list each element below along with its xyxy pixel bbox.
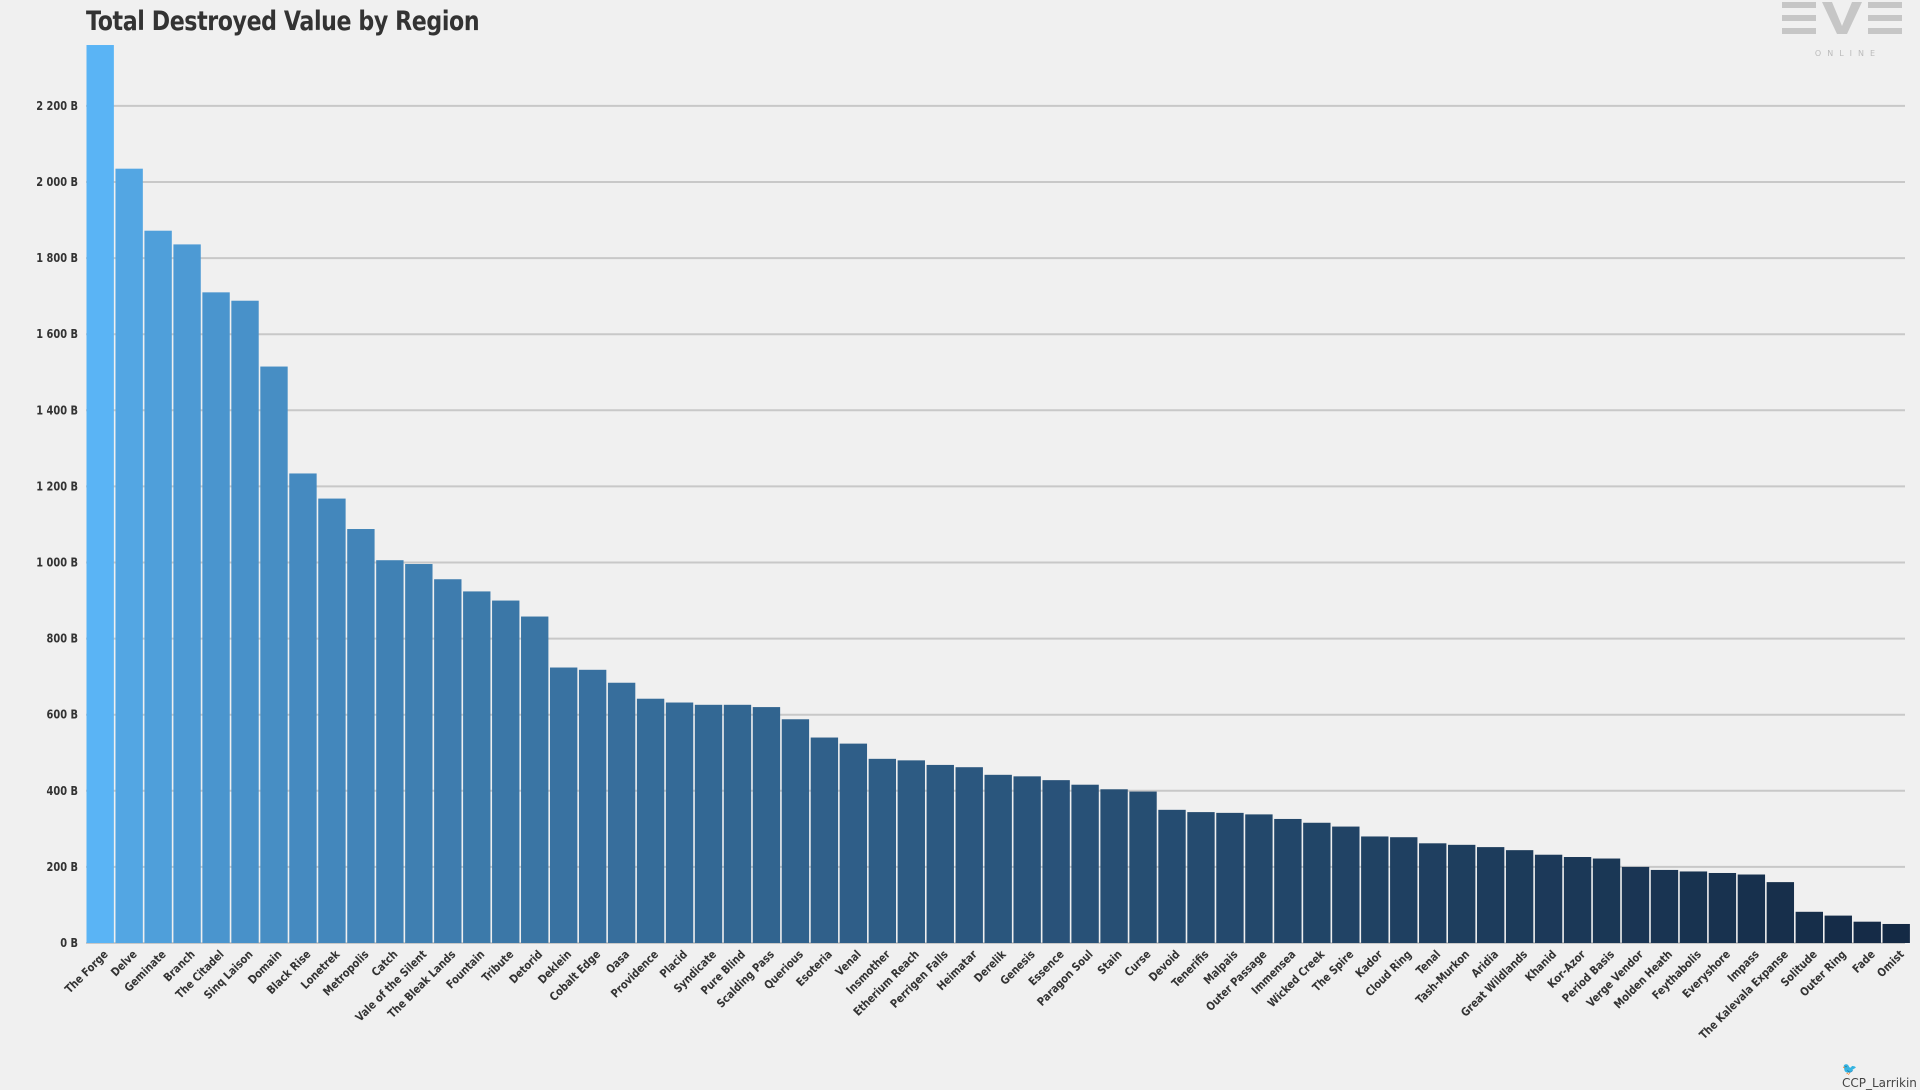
bar-khanid — [1534, 854, 1563, 943]
bar-omist — [1882, 923, 1910, 943]
y-tick-label: 400 B — [47, 784, 78, 798]
y-tick-label: 0 B — [60, 936, 78, 950]
bar-kor-azor — [1563, 857, 1592, 943]
y-tick-label: 1 400 B — [36, 403, 78, 417]
y-tick-label: 800 B — [47, 632, 78, 646]
bar-the-bleak-lands — [434, 579, 462, 943]
bar-sinq-laison — [231, 300, 259, 943]
bar-the-spire — [1332, 826, 1360, 943]
bar-tenal — [1419, 843, 1447, 943]
bar-the-kalevala-expanse — [1766, 882, 1795, 943]
bar-placid — [665, 702, 694, 943]
bar-lonetrek — [318, 498, 346, 943]
y-axis-ticks: 0 B 200 B 400 B 600 B 800 B 1 000 B 1 200 B 1 4… — [36, 99, 78, 950]
y-tick-label: 1 200 B — [36, 479, 78, 493]
bar-detorid — [521, 616, 549, 943]
bar-domain — [260, 366, 288, 944]
bar-heimatar — [955, 767, 983, 943]
bar-verge-vendor — [1621, 866, 1650, 943]
bar-wicked-creek — [1303, 822, 1331, 943]
bar-branch — [173, 244, 201, 944]
bar-vale-of-the-silent — [405, 564, 433, 943]
bar-catch — [376, 560, 404, 943]
bar-venal — [839, 743, 868, 943]
bar-curse — [1129, 791, 1157, 943]
x-tick-label: The Forge — [62, 947, 111, 996]
credit-handle: CCP_Larrikin — [1842, 1076, 1917, 1090]
chart-title: Total Destroyed Value by Region — [86, 6, 480, 37]
bar-delve — [115, 168, 143, 943]
bar-cobalt-edge — [578, 669, 607, 943]
bar-etherium-reach — [897, 760, 925, 943]
x-tick-label: Fade — [1849, 947, 1877, 975]
bar-immensea — [1274, 818, 1302, 943]
bar-tash-murkon — [1448, 844, 1476, 943]
svg-text:ONLINE: ONLINE — [1815, 49, 1881, 58]
bar-aridia — [1476, 847, 1505, 943]
bar-paragon-soul — [1071, 784, 1099, 943]
y-tick-label: 1 600 B — [36, 327, 78, 341]
y-tick-label: 1 800 B — [36, 251, 78, 265]
bar-esoteria — [810, 737, 839, 943]
bar-everyshore — [1708, 872, 1737, 943]
bar-malpais — [1216, 812, 1244, 943]
bar-tribute — [492, 600, 520, 943]
bar-kador — [1361, 836, 1389, 943]
bar-impass — [1737, 874, 1766, 943]
eve-online-logo: ONLINE — [1780, 0, 1920, 60]
y-tick-label: 1 000 B — [36, 556, 78, 570]
bar-period-basis — [1592, 858, 1621, 943]
x-tick-label: Omist — [1874, 947, 1907, 980]
bar-deklein — [549, 667, 578, 943]
bar-scalding-pass — [752, 707, 781, 943]
bar-perrigen-falls — [926, 764, 954, 943]
bar-devoid — [1158, 809, 1186, 943]
bar-the-forge — [86, 45, 114, 943]
bar-stain — [1100, 789, 1128, 943]
bar-genesis — [1013, 776, 1041, 943]
bar-the-citadel — [202, 292, 230, 944]
bar-querious — [781, 719, 810, 943]
bars — [86, 45, 1910, 944]
bar-derelik — [984, 774, 1012, 943]
bar-providence — [636, 698, 665, 943]
bar-fountain — [463, 591, 491, 943]
bar-tenerifis — [1187, 812, 1215, 943]
x-tick-label: Stain — [1095, 947, 1125, 977]
bar-feythabolis — [1679, 871, 1708, 943]
bar-metropolis — [347, 529, 375, 943]
bar-outer-passage — [1245, 814, 1273, 943]
bar-black-rise — [289, 473, 317, 943]
twitter-icon: 🐦 — [1842, 1062, 1857, 1076]
y-tick-label: 200 B — [47, 860, 78, 874]
bar-pure-blind — [723, 704, 752, 943]
bar-insmother — [868, 758, 897, 943]
bar-oasa — [607, 682, 636, 943]
credit-text: 🐦CCP_Larrikin — [1842, 1062, 1920, 1090]
bar-great-wildlands — [1505, 850, 1534, 943]
bar-essence — [1042, 780, 1070, 943]
bar-geminate — [144, 230, 172, 944]
bar-solitude — [1795, 911, 1823, 943]
y-tick-label: 2 000 B — [36, 175, 78, 189]
bar-molden-heath — [1650, 869, 1679, 943]
bar-cloud-ring — [1390, 837, 1418, 943]
bar-outer-ring — [1824, 915, 1852, 943]
bar-fade — [1853, 921, 1881, 943]
y-tick-label: 2 200 B — [36, 99, 78, 113]
y-tick-label: 600 B — [47, 708, 78, 722]
bar-syndicate — [694, 704, 723, 943]
